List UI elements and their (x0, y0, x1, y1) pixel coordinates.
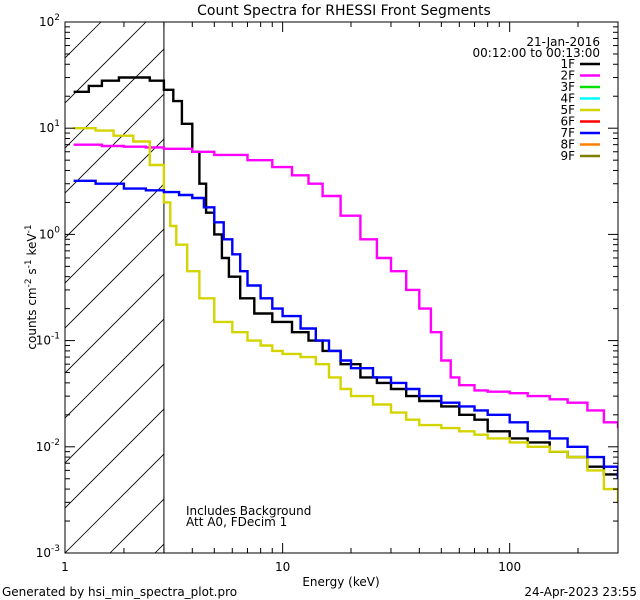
x-tick-label: 1 (61, 560, 69, 574)
hatch-line (65, 183, 164, 284)
y-tick-label: 101 (39, 119, 60, 135)
hatch-line (245, 22, 640, 553)
hatch-line (335, 22, 640, 553)
hatch-line (65, 363, 164, 464)
x-tick-label: 10 (275, 560, 290, 574)
hatch-line (290, 22, 640, 553)
excluded-energy-hatch (65, 22, 640, 553)
y-tick-label: 10-3 (36, 544, 60, 560)
x-tick-label: 100 (498, 560, 521, 574)
hatch-line (65, 318, 164, 419)
x-axis-label: Energy (keV) (302, 575, 379, 589)
legend-label-2F: 2F (560, 69, 575, 83)
hatch-line (65, 408, 164, 509)
legend-time-range: 00:12:00 to 00:13:00 (473, 46, 600, 60)
plot-annotation: Includes Background (186, 504, 311, 518)
y-tick-label: 102 (39, 13, 60, 29)
hatch-line (65, 22, 147, 104)
generated-by-note: Generated by hsi_min_spectra_plot.pro (2, 585, 237, 599)
y-axis-label: counts cm-2 s-1 keV-1 (24, 224, 39, 349)
series-line-2F (73, 143, 618, 429)
y-tick-label: 10-1 (36, 332, 60, 348)
hatch-line (65, 48, 164, 149)
series-line-5F (73, 126, 618, 503)
hatch-line (65, 93, 164, 194)
plot-frame (64, 21, 619, 554)
hatch-line (515, 22, 640, 553)
plot-annotation: Att A0, FDecim 1 (186, 515, 287, 529)
series-line-7F (73, 179, 618, 479)
plot-timestamp: 24-Apr-2023 23:55 (524, 585, 637, 599)
hatch-line (65, 22, 102, 59)
hatch-line (65, 228, 164, 329)
legend-label-7F: 7F (560, 126, 575, 140)
hatch-line (65, 138, 164, 239)
hatch-line (380, 22, 640, 553)
chart-title: Count Spectra for RHESSI Front Segments (197, 3, 491, 19)
legend-label-9F: 9F (560, 149, 575, 163)
legend-label-5F: 5F (560, 103, 575, 117)
legend-label-8F: 8F (560, 138, 575, 152)
y-tick-label: 100 (39, 225, 60, 241)
hatch-line (65, 273, 164, 374)
series-line-1F (73, 76, 618, 479)
hatch-line (65, 453, 164, 553)
legend-label-1F: 1F (560, 57, 575, 71)
legend-date: 21-Jan-2016 (526, 35, 600, 49)
y-tick-label: 10-2 (36, 438, 60, 454)
legend-label-3F: 3F (560, 80, 575, 94)
legend-label-6F: 6F (560, 115, 575, 129)
legend-label-4F: 4F (560, 92, 575, 106)
